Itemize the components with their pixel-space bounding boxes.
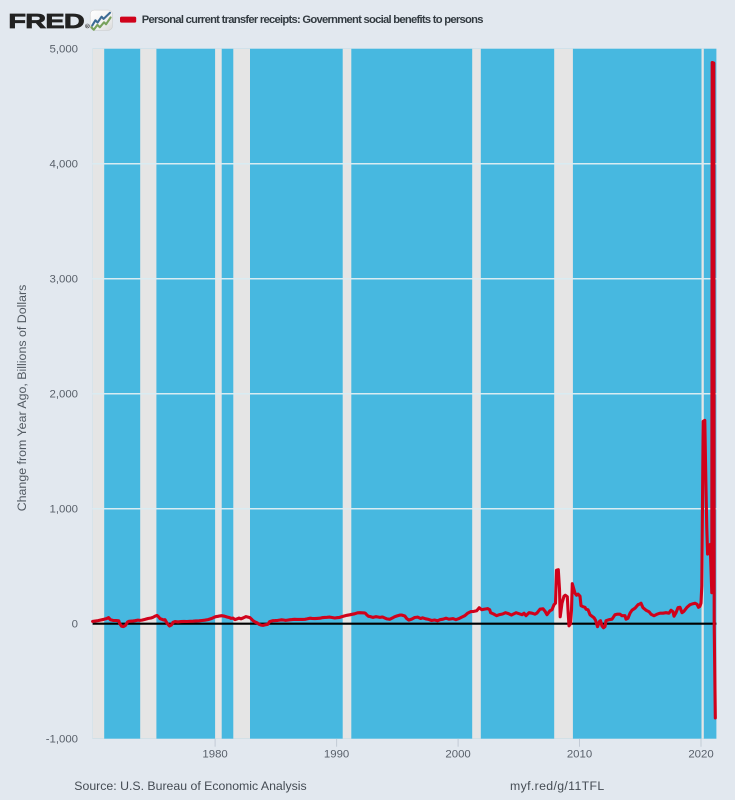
svg-text:Personal current transfer rece: Personal current transfer receipts: Gove… bbox=[142, 14, 483, 26]
svg-text:2020: 2020 bbox=[688, 749, 713, 761]
svg-text:R: R bbox=[86, 24, 89, 28]
svg-text:2010: 2010 bbox=[567, 749, 592, 761]
svg-text:5,000: 5,000 bbox=[49, 44, 78, 56]
svg-text:Change from Year Ago, Billions: Change from Year Ago, Billions of Dollar… bbox=[15, 285, 29, 512]
svg-text:-1,000: -1,000 bbox=[46, 734, 78, 746]
svg-text:1980: 1980 bbox=[202, 749, 227, 761]
svg-text:3,000: 3,000 bbox=[49, 274, 78, 286]
svg-text:2,000: 2,000 bbox=[49, 389, 78, 401]
svg-text:0: 0 bbox=[72, 619, 78, 631]
svg-text:Source: U.S. Bureau of Economi: Source: U.S. Bureau of Economic Analysis bbox=[74, 779, 306, 793]
svg-text:myf.red/g/11TFL: myf.red/g/11TFL bbox=[510, 779, 605, 793]
svg-text:4,000: 4,000 bbox=[49, 159, 78, 171]
svg-text:2000: 2000 bbox=[445, 749, 470, 761]
svg-text:1990: 1990 bbox=[324, 749, 349, 761]
svg-text:1,000: 1,000 bbox=[49, 504, 78, 516]
svg-text:FRED: FRED bbox=[8, 10, 84, 33]
